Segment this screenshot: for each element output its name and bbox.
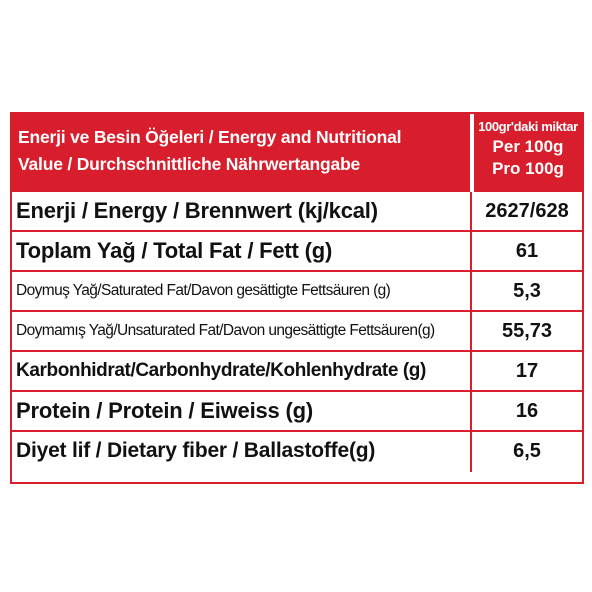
column-divider bbox=[470, 432, 472, 472]
row-label-unsaturated-fat: Doymamış Yağ/Unsaturated Fat/Davon unges… bbox=[16, 322, 435, 339]
header-divider bbox=[470, 114, 474, 192]
header-per-tr: 100gr'daki miktar bbox=[478, 119, 578, 134]
row-label-saturated-fat: Doymuş Yağ/Saturated Fat/Davon gesättigt… bbox=[16, 282, 391, 299]
table-header: Enerji ve Besin Öğeleri / Energy and Nut… bbox=[12, 114, 582, 192]
row-value-total-fat: 61 bbox=[515, 240, 539, 262]
row-value-unsaturated-fat: 55,73 bbox=[501, 320, 553, 342]
table-row-total-fat: Toplam Yağ / Total Fat / Fett (g) 61 bbox=[12, 232, 582, 272]
row-label-total-fat: Toplam Yağ / Total Fat / Fett (g) bbox=[16, 238, 333, 263]
table-row-dietary-fiber: Diyet lif / Dietary fiber / Ballastoffe(… bbox=[12, 432, 582, 472]
table-row-saturated-fat: Doymuş Yağ/Saturated Fat/Davon gesättigt… bbox=[12, 272, 582, 312]
table-row-protein: Protein / Protein / Eiweiss (g) 16 bbox=[12, 392, 582, 432]
column-divider bbox=[470, 392, 472, 430]
table-body: Enerji / Energy / Brennwert (kj/kcal) 26… bbox=[12, 192, 582, 472]
table-row-energy: Enerji / Energy / Brennwert (kj/kcal) 26… bbox=[12, 192, 582, 232]
nutrition-table: Enerji ve Besin Öğeleri / Energy and Nut… bbox=[10, 112, 584, 484]
column-divider bbox=[470, 312, 472, 350]
row-value-carbohydrate: 17 bbox=[515, 360, 539, 382]
row-value-energy: 2627/628 bbox=[485, 200, 569, 222]
header-title-line-2: Value / Durchschnittliche Nährwertangabe bbox=[18, 154, 361, 174]
table-row-unsaturated-fat: Doymamış Yağ/Unsaturated Fat/Davon unges… bbox=[12, 312, 582, 352]
row-label-energy: Enerji / Energy / Brennwert (kj/kcal) bbox=[16, 198, 378, 223]
column-divider bbox=[470, 272, 472, 310]
header-title: Enerji ve Besin Öğeleri / Energy and Nut… bbox=[12, 114, 470, 192]
row-value-saturated-fat: 5,3 bbox=[513, 280, 541, 302]
header-per-en: Per 100g bbox=[492, 137, 564, 156]
row-label-protein: Protein / Protein / Eiweiss (g) bbox=[16, 398, 313, 423]
column-divider bbox=[470, 232, 472, 270]
header-per-de: Pro 100g bbox=[492, 159, 564, 178]
row-label-dietary-fiber: Diyet lif / Dietary fiber / Ballastoffe(… bbox=[16, 439, 376, 462]
header-per-100g: 100gr'daki miktar Per 100g Pro 100g bbox=[474, 114, 582, 192]
table-row-carbohydrate: Karbonhidrat/Carbonhydrate/Kohlenhydrate… bbox=[12, 352, 582, 392]
row-label-carbohydrate: Karbonhidrat/Carbonhydrate/Kohlenhydrate… bbox=[16, 360, 426, 381]
header-title-line-1: Enerji ve Besin Öğeleri / Energy and Nut… bbox=[18, 127, 402, 147]
column-divider bbox=[470, 352, 472, 390]
row-value-protein: 16 bbox=[515, 400, 539, 422]
row-value-dietary-fiber: 6,5 bbox=[513, 440, 541, 462]
column-divider bbox=[470, 192, 472, 230]
